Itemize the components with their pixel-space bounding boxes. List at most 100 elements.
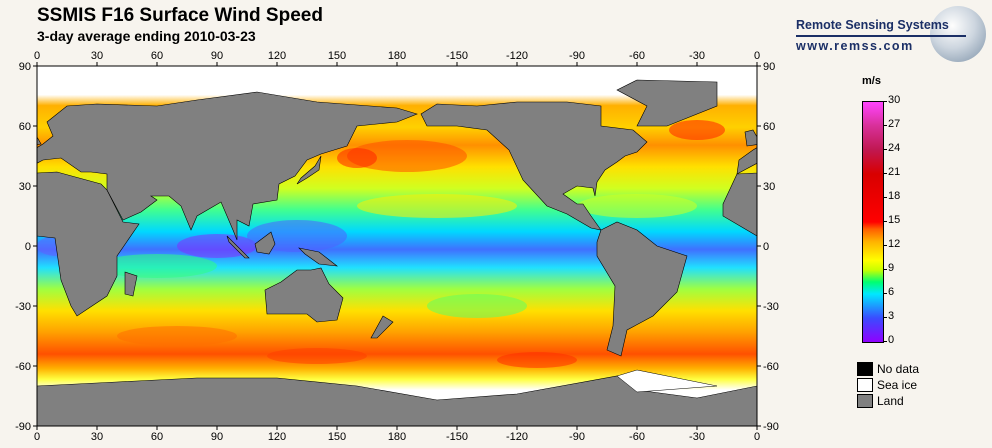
lon-label-bottom: -90 [569,431,585,443]
lon-label-bottom: 150 [328,431,346,443]
legend-label: No data [877,362,920,376]
legend-land: Land [857,394,904,408]
lat-label-right: 30 [763,181,775,193]
lon-label-bottom: 60 [151,431,163,443]
lat-label-right: 0 [763,241,769,253]
colorbar-label: 21 [888,166,901,178]
land-new-zealand [370,315,394,339]
colorbar-label: 0 [888,334,895,346]
wind-field-patch [347,140,467,172]
wind-field-patch [497,352,577,368]
colorbar-tick [883,125,887,126]
rss-logo[interactable]: Remote Sensing Systems www.remss.com [796,6,986,63]
legend-no-data: No data [857,362,919,376]
wind-field-patch [117,326,237,346]
lon-label-top: 150 [328,50,346,62]
land-africa [37,171,140,317]
lon-label-bottom: -60 [629,431,645,443]
lon-label-bottom: 0 [34,431,40,443]
lat-label-left: 90 [19,61,31,73]
wind-field-patch [669,120,725,140]
lat-label-left: 60 [19,121,31,133]
colorbar-tick [883,197,887,198]
legend-swatch-no-data [857,362,873,376]
lon-label-top: 30 [91,50,103,62]
lon-label-top: 0 [34,50,40,62]
colorbar-label: 30 [888,94,901,106]
land-greenland [616,79,718,127]
colorbar-tick [883,149,887,150]
colorbar-label: 15 [888,214,901,226]
land-uk [37,136,42,145]
land-new-guinea [298,247,339,267]
lat-label-left: 30 [19,181,31,193]
lat-label-left: -30 [15,301,31,313]
land-sumatra [226,235,250,259]
lat-label-left: -90 [15,421,31,433]
legend-label: Sea ice [877,378,918,392]
land-borneo [975,232,992,254]
colorbar-tick [883,221,887,222]
lon-label-bottom: 0 [754,431,760,443]
land-madagascar [124,271,138,297]
land-africa [722,172,757,237]
land-antarctica [37,375,757,426]
wind-field-patch [577,194,697,218]
lat-label-right: -60 [763,361,779,373]
lon-label-top: 90 [211,50,223,62]
globe-logo-icon [930,6,986,62]
lon-label-bottom: 90 [211,431,223,443]
map-title: SSMIS F16 Surface Wind Speed [37,5,323,26]
land-australia [264,267,344,323]
lon-label-top: 180 [388,50,406,62]
colorbar-tick [883,245,887,246]
land-japan [296,155,322,185]
wind-field-patch [337,148,377,168]
colorbar-label: 24 [888,142,901,154]
legend-label: Land [877,394,904,408]
lon-label-bottom: 30 [91,431,103,443]
lon-label-top: 120 [268,50,286,62]
lon-label-bottom: -150 [446,431,468,443]
land-north-america [420,101,648,231]
lat-label-right: 90 [763,61,775,73]
land-uk [744,129,757,147]
lat-label-right: -30 [763,301,779,313]
wind-field-patch [267,348,367,364]
colorbar-tick [883,173,887,174]
lon-label-top: -120 [506,50,528,62]
lon-label-top: -30 [689,50,705,62]
land-madagascar [845,272,857,296]
wind-field-patch [357,194,517,218]
colorbar-unit: m/s [862,75,881,87]
logo-url[interactable]: www.remss.com [796,39,914,53]
logo-name: Remote Sensing Systems [796,18,949,32]
lon-label-bottom: 180 [388,431,406,443]
land-australia [985,268,992,322]
colorbar-tick [883,269,887,270]
colorbar-tick [883,341,887,342]
colorbar-label: 9 [888,262,895,274]
logo-divider [796,35,966,37]
land-eurasia [37,91,418,241]
lon-label-top: -60 [629,50,645,62]
lat-label-left: 0 [25,241,31,253]
colorbar-label: 27 [888,118,901,130]
wind-field-patch [427,294,527,318]
legend-swatch-sea-ice [857,378,873,392]
colorbar [862,101,884,343]
colorbar-label: 6 [888,286,895,298]
colorbar-label: 18 [888,190,901,202]
legend-swatch-land [857,394,873,408]
lon-label-top: -90 [569,50,585,62]
land-borneo [254,231,276,255]
wind-field-patch [97,254,217,278]
lon-label-bottom: -30 [689,431,705,443]
lat-label-right: -90 [763,421,779,433]
lon-label-bottom: 120 [268,431,286,443]
lat-label-left: -60 [15,361,31,373]
map-subtitle: 3-day average ending 2010-03-23 [37,28,256,44]
colorbar-label: 3 [888,310,895,322]
sea-ice-weddell [616,369,718,393]
